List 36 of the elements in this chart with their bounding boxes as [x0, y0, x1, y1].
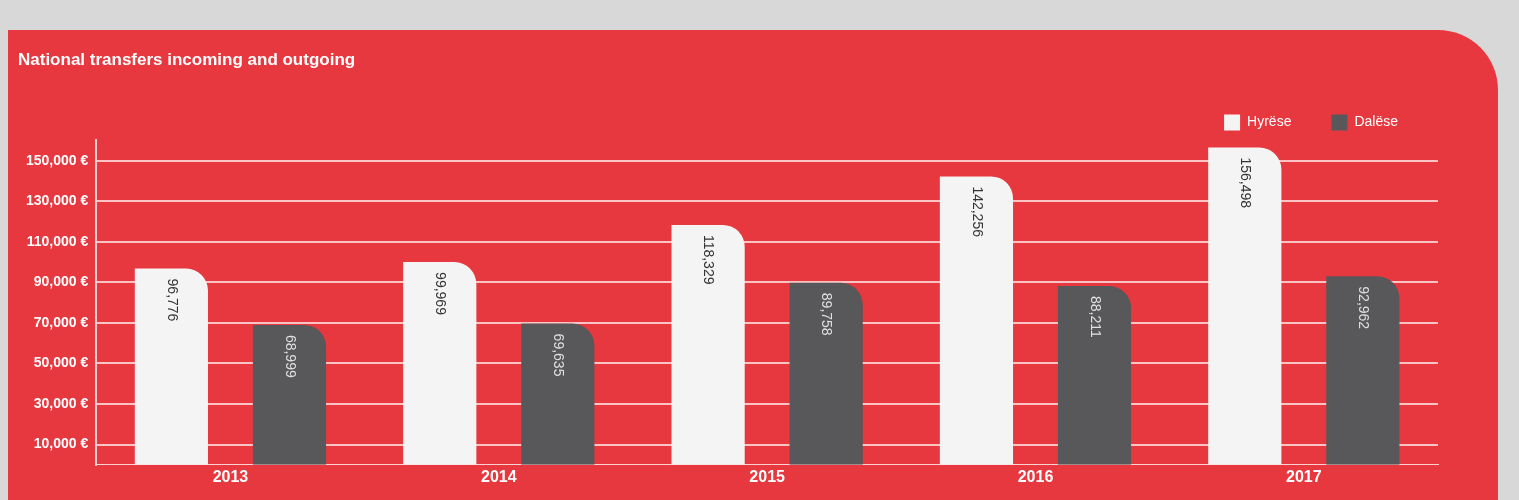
y-tick-label: 90,000 €: [33, 273, 89, 290]
data-label: 96,776: [164, 278, 181, 322]
y-tick-label: 150,000 €: [25, 151, 89, 168]
x-tick-label: 2015: [749, 467, 786, 485]
data-label: 89,758: [819, 292, 836, 336]
x-tick-label: 2014: [481, 467, 517, 485]
bar: [252, 324, 327, 465]
y-tick-label: 110,000 €: [26, 232, 89, 249]
bar: [134, 268, 209, 465]
data-label: 69,635: [550, 333, 567, 377]
x-tick-label: 2017: [1286, 467, 1322, 485]
data-label: 118,329: [701, 234, 718, 285]
bar: [789, 282, 863, 465]
bar: [403, 262, 477, 465]
y-tick-label: 70,000 €: [33, 313, 89, 330]
y-tick-label: 10,000 €: [33, 435, 89, 452]
y-tick-label: 50,000 €: [33, 354, 89, 371]
y-tick-label: 130,000 €: [25, 192, 89, 209]
bar: [671, 224, 745, 465]
x-tick-label: 2016: [1017, 467, 1054, 485]
data-label: 68,999: [282, 334, 299, 378]
data-label: 156,498: [1237, 157, 1254, 209]
data-label: 99,969: [432, 272, 449, 316]
bar: [1057, 285, 1132, 465]
bar: [1208, 147, 1282, 465]
data-label: 142,256: [969, 186, 986, 238]
data-label: 88,211: [1087, 295, 1104, 338]
bar: [521, 323, 595, 465]
bar: [1326, 276, 1400, 465]
x-tick-label: 2013: [212, 467, 249, 485]
chart-title: National transfers incoming and outgoing: [18, 49, 356, 69]
legend-label: Dalëse: [1354, 113, 1399, 130]
y-tick-label: 30,000 €: [33, 394, 89, 411]
legend-label: Hyrëse: [1247, 113, 1292, 130]
data-label: 92,962: [1356, 286, 1372, 330]
bar: [939, 176, 1014, 465]
